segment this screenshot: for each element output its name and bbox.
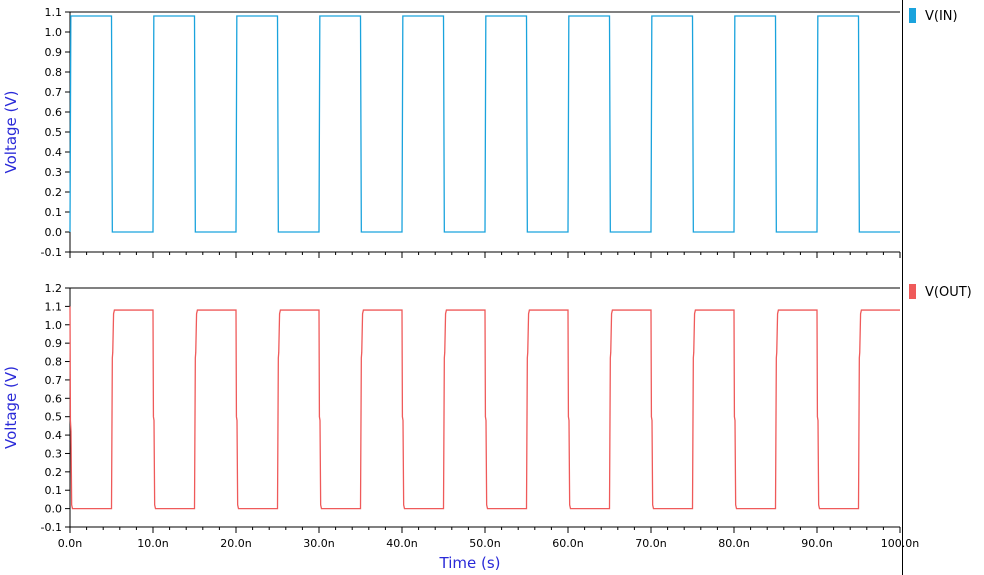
x-tick-label: 20.0n <box>220 537 251 550</box>
legend-label: V(IN) <box>925 9 958 24</box>
y-tick-label: 0.9 <box>45 46 63 59</box>
y-tick-label: 0.7 <box>45 374 63 387</box>
x-tick-label: 50.0n <box>469 537 500 550</box>
y-tick-label: 0.2 <box>45 186 63 199</box>
series-line <box>69 306 900 510</box>
y-tick-label: 0.0 <box>45 503 63 516</box>
panel-vin: -0.1 0.0 0.1 0.2 0.3 0.4 0.5 0.6 0.7 0.8 0.9 1.0 1.1… <box>2 6 958 259</box>
series-line <box>69 15 900 233</box>
legend-swatch <box>909 284 916 299</box>
x-tick-label: 90.0n <box>801 537 832 550</box>
y-tick-label: 0.4 <box>45 429 63 442</box>
x-tick-label: 70.0n <box>635 537 666 550</box>
y-tick-label: 0.1 <box>45 484 63 497</box>
y-tick-label: 0.8 <box>45 66 63 79</box>
y-tick-label: 1.1 <box>45 300 63 313</box>
x-axis-title: Time (s) <box>439 554 501 572</box>
legend-swatch <box>909 8 916 23</box>
y-tick-label: 0.4 <box>45 146 63 159</box>
y-axis-title: Voltage (V) <box>2 366 20 449</box>
y-tick-label: 1.1 <box>45 6 63 19</box>
y-tick-label: 0.5 <box>45 126 63 139</box>
y-tick-label: 0.5 <box>45 411 63 424</box>
y-tick-label: 1.0 <box>45 319 63 332</box>
panel-vout: -0.1 0.0 0.1 0.2 0.3 0.4 0.5 0.6 0.7 0.8 0.9 1.0 1.1… <box>2 282 972 572</box>
y-tick-label: 0.3 <box>45 447 63 460</box>
y-tick-label: -0.1 <box>41 521 62 534</box>
y-tick-label: 0.9 <box>45 337 63 350</box>
legend-label: V(OUT) <box>925 285 972 300</box>
y-tick-label: 0.6 <box>45 392 63 405</box>
x-tick-label: 40.0n <box>386 537 417 550</box>
y-axis-title: Voltage (V) <box>2 91 20 174</box>
y-tick-label: -0.1 <box>41 246 62 259</box>
y-tick-label: 0.8 <box>45 356 63 369</box>
y-tick-label: 1.2 <box>45 282 63 295</box>
x-tick-label: 60.0n <box>552 537 583 550</box>
x-tick-label: 10.0n <box>137 537 168 550</box>
x-tick-label: 100.0n <box>881 537 919 550</box>
x-tick-label: 80.0n <box>718 537 749 550</box>
y-tick-label: 0.7 <box>45 86 63 99</box>
y-tick-label: 0.1 <box>45 206 63 219</box>
y-tick-label: 0.0 <box>45 226 63 239</box>
x-tick-label: 30.0n <box>303 537 334 550</box>
x-tick-label: 0.0n <box>58 537 82 550</box>
y-tick-label: 0.3 <box>45 166 63 179</box>
y-tick-label: 0.6 <box>45 106 63 119</box>
y-tick-label: 0.2 <box>45 466 63 479</box>
y-tick-label: 1.0 <box>45 26 63 39</box>
